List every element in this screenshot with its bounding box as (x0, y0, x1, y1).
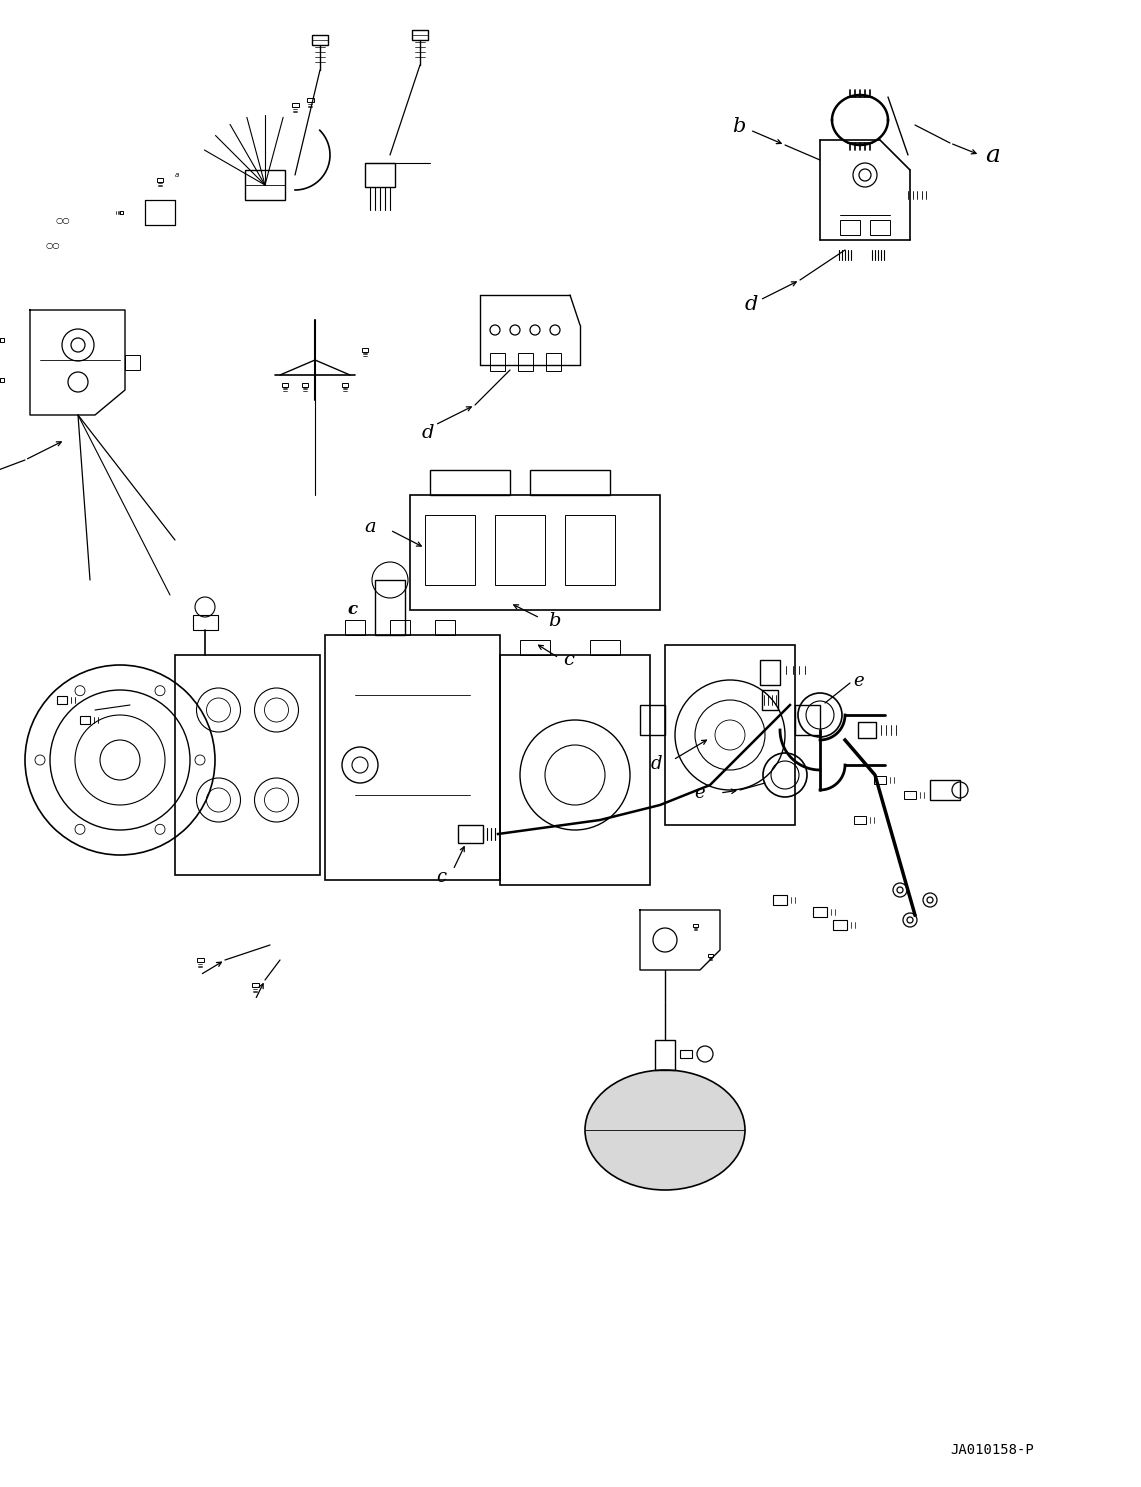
Bar (518, 352, 533, 370)
Bar (362, 348, 367, 351)
Bar (904, 791, 916, 799)
Bar (157, 178, 163, 181)
Bar (693, 923, 697, 926)
Bar (251, 983, 259, 987)
Bar (655, 1039, 675, 1071)
Bar (640, 705, 665, 735)
Bar (126, 355, 140, 370)
Bar (833, 920, 847, 929)
Bar (120, 211, 123, 214)
Bar (458, 825, 483, 843)
Bar (365, 164, 395, 187)
Text: b: b (548, 613, 560, 630)
Bar (291, 103, 299, 107)
Bar (874, 776, 887, 784)
Text: d: d (745, 296, 759, 314)
Bar (869, 220, 890, 235)
Bar (390, 620, 410, 635)
Text: a: a (985, 144, 1000, 167)
Bar (375, 580, 405, 635)
Bar (0, 378, 5, 382)
Bar (495, 515, 545, 584)
Ellipse shape (585, 1071, 745, 1190)
Bar (772, 895, 787, 906)
Bar (500, 654, 650, 885)
Text: JA010158-P: JA010158-P (950, 1442, 1034, 1457)
Bar (345, 620, 365, 635)
Bar (680, 1050, 691, 1057)
Bar (424, 515, 475, 584)
Text: e: e (853, 672, 864, 690)
Bar (175, 654, 319, 874)
Bar (412, 30, 428, 40)
Bar (531, 470, 610, 495)
Bar (665, 645, 795, 825)
Bar (590, 639, 620, 654)
Text: c: c (436, 868, 446, 886)
Bar (762, 690, 778, 709)
Bar (311, 36, 327, 45)
Bar (0, 338, 5, 342)
Bar (325, 635, 500, 880)
Bar (795, 705, 820, 735)
Bar (930, 781, 960, 800)
Bar (193, 616, 218, 630)
Text: c: c (347, 602, 357, 619)
Text: ○○: ○○ (55, 216, 70, 225)
Bar (489, 352, 505, 370)
Bar (342, 384, 348, 387)
Bar (520, 639, 550, 654)
Bar (282, 384, 288, 387)
Bar (57, 696, 67, 703)
Bar (307, 98, 314, 103)
Text: a: a (364, 517, 377, 535)
Text: c: c (563, 651, 574, 669)
Text: e: e (695, 784, 705, 801)
Text: b: b (733, 116, 745, 135)
Bar (707, 953, 712, 956)
Bar (565, 515, 615, 584)
Bar (853, 816, 866, 824)
Bar (302, 384, 308, 387)
Text: d: d (650, 755, 662, 773)
Bar (547, 352, 561, 370)
Bar (430, 470, 510, 495)
Text: d: d (422, 424, 435, 442)
Bar (196, 958, 203, 962)
Bar (760, 660, 780, 686)
Text: ○○: ○○ (44, 241, 59, 250)
Bar (410, 495, 659, 610)
Bar (840, 220, 860, 235)
Bar (858, 723, 876, 738)
Bar (245, 170, 285, 199)
Text: a: a (175, 172, 179, 178)
Bar (814, 907, 827, 917)
Bar (435, 620, 455, 635)
Bar (80, 717, 90, 724)
